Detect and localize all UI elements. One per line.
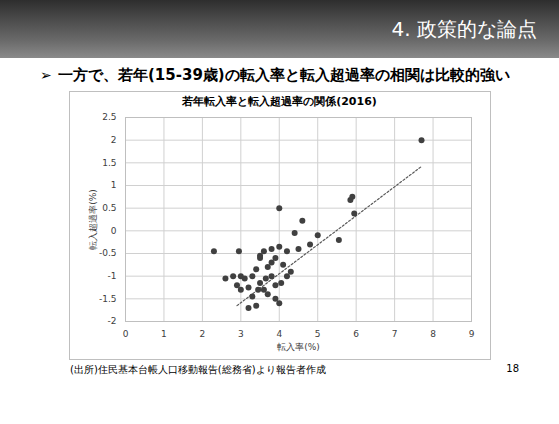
- svg-text:1: 1: [110, 180, 116, 190]
- svg-text:9: 9: [468, 329, 474, 339]
- svg-text:5: 5: [314, 329, 320, 339]
- svg-text:0.5: 0.5: [102, 203, 116, 213]
- svg-text:2: 2: [110, 135, 116, 145]
- svg-text:2: 2: [199, 329, 205, 339]
- svg-text:4: 4: [276, 329, 282, 339]
- svg-text:0: 0: [110, 226, 116, 236]
- svg-text:8: 8: [430, 329, 436, 339]
- html-text:若年転入率と転入超過率の関係(2016): 若年転入率と転入超過率の関係(2016): [182, 95, 377, 108]
- svg-text:7: 7: [391, 329, 397, 339]
- html-text:(出所)住民基本台帳人口移動報告(総務省)より報告者作成: (出所)住民基本台帳人口移動報告(総務省)より報告者作成: [70, 364, 326, 375]
- svg-text:-1: -1: [107, 271, 116, 281]
- html-text:4. 政策的な論点: 4. 政策的な論点: [391, 17, 537, 41]
- html-text:18: 18: [506, 363, 519, 374]
- svg-text:1.5: 1.5: [102, 158, 116, 168]
- html-text:一方で、若年(15-39歳)の転入率と転入超過率の相関は比較: 一方で、若年(15-39歳)の転入率と転入超過率の相関は比較的強い: [58, 66, 510, 84]
- svg-text:1: 1: [161, 329, 167, 339]
- svg-text:6: 6: [353, 329, 359, 339]
- svg-text:2.5: 2.5: [102, 112, 116, 122]
- svg-text:-2: -2: [107, 316, 116, 326]
- svg-text:転入超過率(%): 転入超過率(%): [87, 189, 97, 250]
- svg-text:-1.5: -1.5: [98, 294, 116, 304]
- svg-text:0: 0: [122, 329, 128, 339]
- svg-text:3: 3: [237, 329, 243, 339]
- svg-text:-0.5: -0.5: [98, 248, 116, 258]
- svg-text:転入率(%): 転入率(%): [277, 342, 320, 352]
